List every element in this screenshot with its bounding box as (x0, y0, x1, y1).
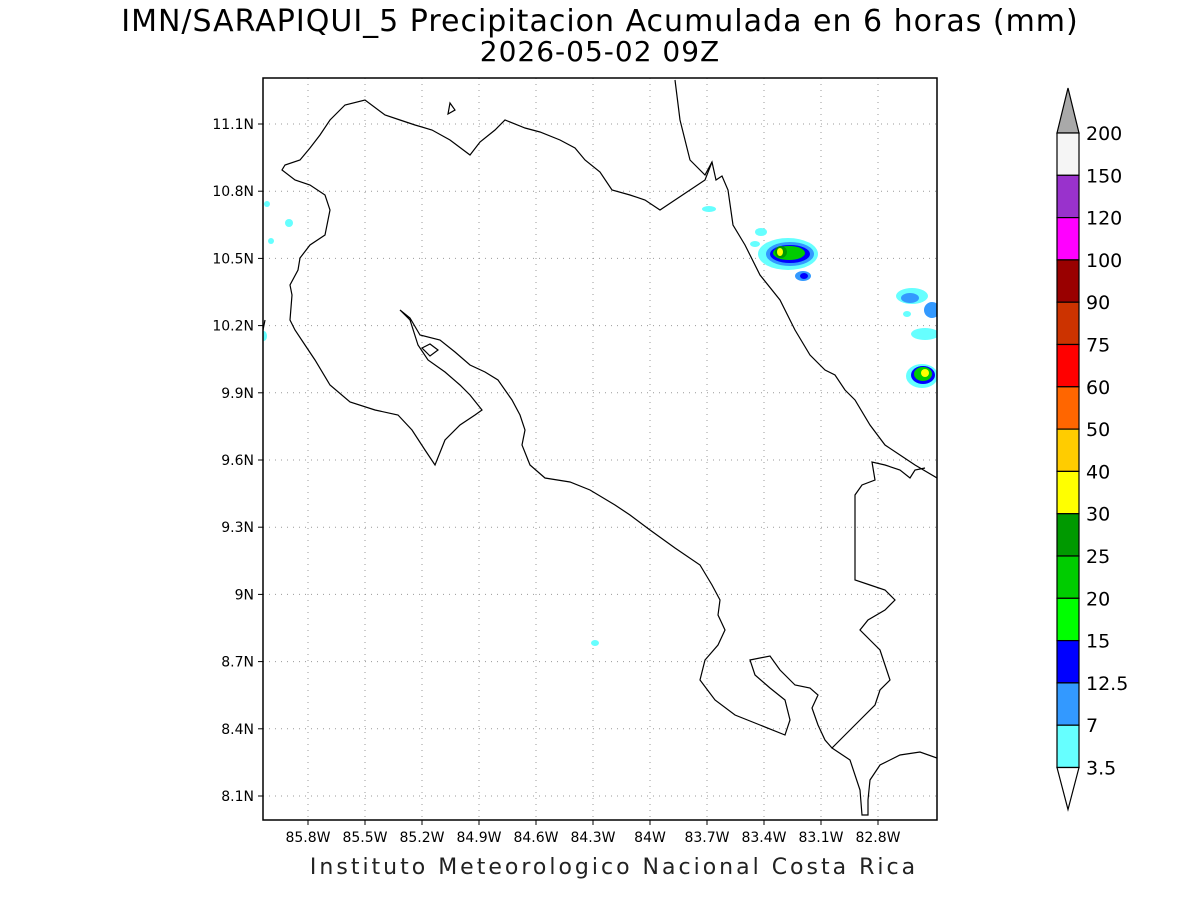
colorbar-swatch (1056, 470, 1080, 515)
precip-cell (591, 640, 599, 646)
colorbar-swatch (1056, 597, 1080, 642)
colorbar-swatch (1056, 724, 1080, 769)
colorbar-label: 60 (1086, 377, 1110, 399)
lat-tick-label: 8.7N (221, 655, 254, 671)
lat-tick-label: 8.4N (221, 722, 254, 738)
colorbar-label: 15 (1086, 631, 1110, 653)
map-gridlines (263, 78, 937, 820)
colorbar-label: 50 (1086, 419, 1110, 441)
colorbar-swatch (1056, 301, 1080, 346)
latitude-axis: 11.1N 10.8N 10.5N 10.2N 9.9N 9.6N 9.3N 9N 8.7N 8.… (212, 117, 263, 805)
coastline (420, 343, 439, 357)
coastline (831, 747, 937, 816)
colorbar-label: 120 (1086, 208, 1122, 230)
coastline-layer (263, 79, 937, 816)
colorbar-swatch (1056, 555, 1080, 599)
colorbar-label: 90 (1086, 292, 1110, 314)
colorbar-top-arrow (1056, 87, 1080, 134)
colorbar-swatch (1056, 132, 1080, 176)
footer-credit: Instituto Meteorologico Nacional Costa R… (309, 855, 919, 880)
lon-tick-label: 83.4W (741, 830, 786, 846)
precip-cell (268, 238, 274, 244)
colorbar-label: 7 (1086, 715, 1098, 737)
lat-tick-label: 10.2N (212, 319, 254, 335)
colorbar-label: 25 (1086, 546, 1110, 568)
map-frame (262, 77, 938, 821)
lat-tick-label: 8.1N (221, 789, 254, 805)
colorbar-swatch (1056, 343, 1080, 388)
colorbar-label: 150 (1086, 165, 1122, 187)
lon-tick-label: 82.8W (855, 830, 900, 846)
lon-tick-label: 85.5W (342, 830, 387, 846)
chart-title: IMN/SARAPIQUI_5 Precipitacion Acumulada … (121, 4, 1079, 39)
colorbar-swatch (1056, 174, 1080, 219)
coastline (281, 99, 926, 749)
precip-cell (777, 248, 783, 256)
precip-cell (901, 293, 919, 303)
lat-tick-label: 10.8N (212, 184, 254, 200)
lon-tick-label: 85.2W (399, 830, 444, 846)
colorbar-swatch (1056, 639, 1080, 684)
lon-tick-label: 83.1W (798, 830, 843, 846)
colorbar-swatch (1056, 386, 1080, 430)
precip-cell (702, 206, 716, 212)
lon-tick-label: 84W (634, 830, 666, 846)
colorbar-swatch (1056, 217, 1080, 261)
colorbar-label: 40 (1086, 461, 1110, 483)
precip-cell (911, 328, 937, 340)
coastline (447, 101, 456, 116)
colorbar-label: 20 (1086, 588, 1110, 610)
precipitation-layer (263, 201, 937, 646)
precip-cell (264, 201, 270, 207)
colorbar-label: 12.5 (1086, 673, 1128, 695)
colorbar-swatch (1056, 513, 1080, 557)
colorbar-legend: 200 150 120 100 90 75 60 50 40 30 25 20 15 12.5 7 3.5 (1056, 87, 1128, 812)
precip-cell (921, 369, 929, 377)
precip-cell (755, 228, 767, 236)
longitude-axis: 85.8W 85.5W 85.2W 84.9W 84.6W 84.3W 84W 83.7W 83… (285, 820, 901, 846)
lon-tick-label: 84.3W (570, 830, 615, 846)
coastline (674, 79, 937, 479)
colorbar-bottom-arrow (1056, 766, 1080, 812)
colorbar-label: 200 (1086, 123, 1122, 145)
chart-datetime: 2026-05-02 09Z (479, 35, 721, 68)
precip-cell (800, 273, 808, 279)
colorbar-swatch (1056, 259, 1080, 303)
lon-tick-label: 84.9W (456, 830, 501, 846)
colorbar-label: 3.5 (1086, 758, 1116, 780)
lat-tick-label: 9N (235, 587, 254, 603)
lat-tick-label: 9.3N (221, 520, 254, 536)
precip-cell (263, 331, 267, 341)
colorbar-label: 75 (1086, 335, 1110, 357)
colorbar-swatch (1056, 428, 1080, 473)
lat-tick-label: 9.9N (221, 386, 254, 402)
precip-cell (903, 311, 911, 317)
colorbar-label: 30 (1086, 504, 1110, 526)
colorbar-swatch (1056, 682, 1080, 726)
lat-tick-label: 10.5N (212, 251, 254, 267)
colorbar-label: 100 (1086, 250, 1122, 272)
lat-tick-label: 11.1N (212, 117, 254, 133)
lat-tick-label: 9.6N (221, 453, 254, 469)
precip-cell (750, 241, 760, 247)
precip-cell (924, 302, 937, 318)
lon-tick-label: 83.7W (684, 830, 729, 846)
lon-tick-label: 85.8W (285, 830, 330, 846)
lon-tick-label: 84.6W (513, 830, 558, 846)
precip-cell (285, 219, 293, 227)
